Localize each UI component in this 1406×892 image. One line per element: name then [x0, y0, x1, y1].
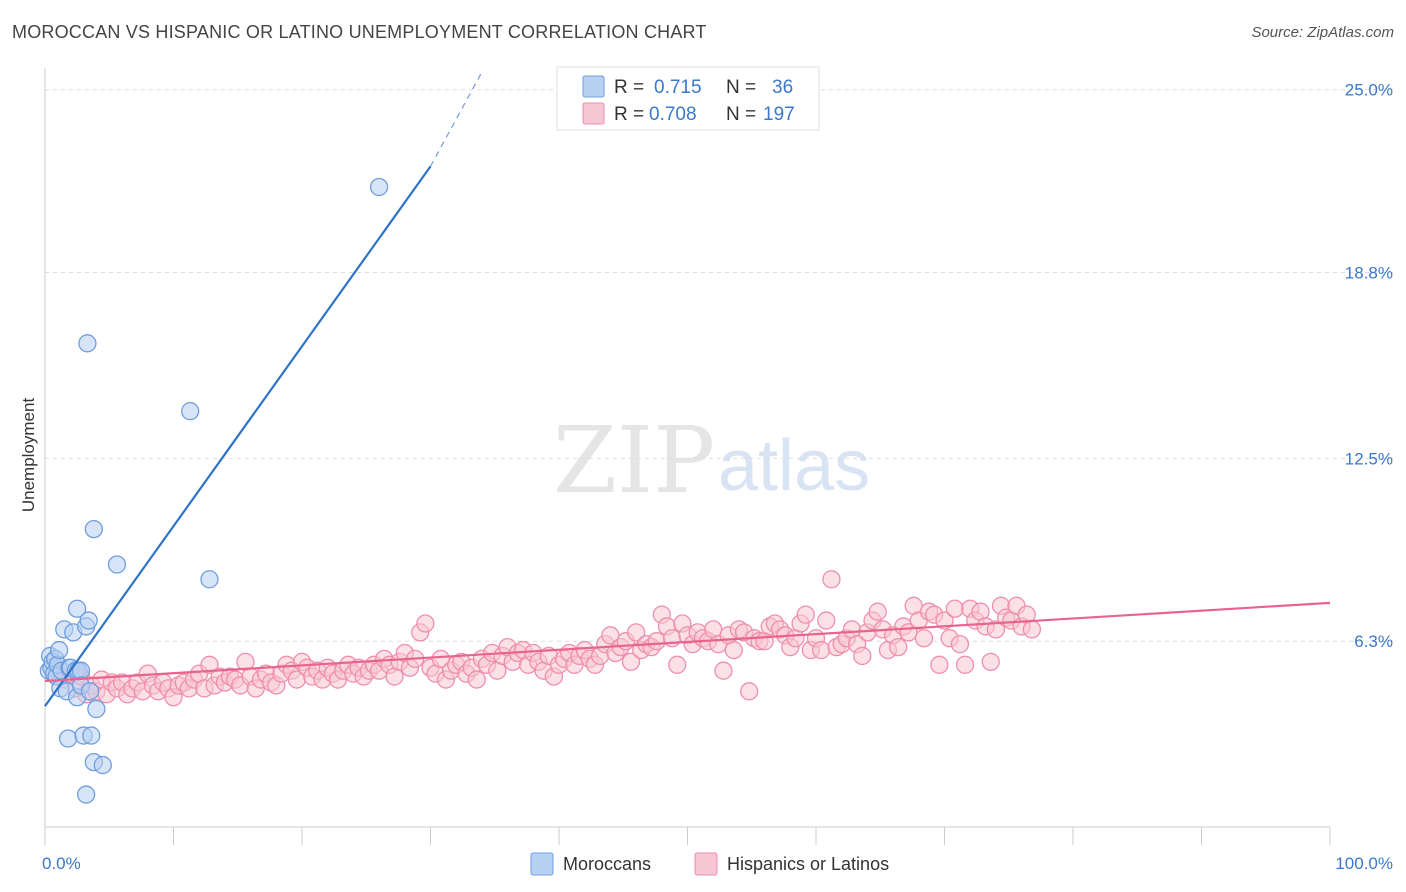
hispanic-point — [853, 646, 872, 666]
moroccan-point — [79, 611, 98, 630]
x-tick-labels: 0.0% 100.0% — [42, 854, 1393, 873]
hispanic-point — [868, 602, 887, 621]
moroccans-swatch — [530, 852, 554, 876]
hispanic-point — [930, 655, 949, 674]
watermark-zip: ZIP — [553, 407, 715, 514]
moroccans-legend-label: Moroccans — [563, 854, 651, 874]
y-tick-label: 6.3% — [1354, 632, 1393, 651]
hispanic-point — [714, 661, 733, 680]
hispanics-legend-label: Hispanics or Latinos — [727, 854, 889, 874]
series-legend: Moroccans Hispanics or Latinos — [530, 852, 889, 876]
moroccan-point — [82, 726, 101, 745]
moroccan-trend-line — [44, 165, 432, 707]
y-tick-label: 12.5% — [1345, 449, 1393, 468]
hispanic-point — [889, 637, 908, 657]
moroccan-point — [58, 729, 78, 748]
hispanic-point — [200, 655, 219, 674]
watermark-atlas: atlas — [718, 426, 870, 506]
legend-n-label-1: N = — [726, 77, 756, 98]
moroccan-points — [39, 177, 389, 804]
hispanic-point — [950, 634, 970, 654]
correlation-legend: R = 0.715 N = 36 R = 0.708 N = 197 — [556, 66, 820, 131]
hispanic-point — [796, 605, 815, 624]
source-attribution: Source: ZipAtlas.com — [1251, 24, 1394, 41]
moroccan-point — [67, 599, 87, 618]
hispanics-swatch — [694, 852, 718, 876]
moroccan-point — [107, 555, 127, 574]
moroccan-point — [78, 334, 97, 353]
y-tick-labels: 6.3% 12.5% 18.8% 25.0% — [1345, 81, 1393, 652]
hispanic-point — [467, 670, 486, 689]
hispanic-point — [817, 611, 836, 630]
legend-pink-swatch — [582, 102, 605, 125]
hispanic-point — [935, 611, 954, 630]
y-axis-label: Unemployment — [19, 398, 38, 513]
moroccan-point — [84, 519, 103, 539]
hispanic-point — [811, 640, 831, 660]
hispanic-point — [740, 682, 759, 701]
watermark: ZIP atlas — [553, 407, 870, 514]
hispanic-point — [1022, 620, 1042, 639]
hispanic-point — [914, 629, 934, 648]
trend-lines — [44, 71, 1331, 707]
x-tick-label: 100.0% — [1335, 854, 1393, 873]
moroccan-point — [200, 570, 219, 589]
axes — [44, 68, 1331, 845]
hispanic-point — [986, 620, 1006, 639]
legend-r-value-2: 0.708 — [649, 104, 697, 125]
hispanic-point — [981, 652, 1000, 671]
hispanic-point — [945, 599, 964, 618]
gridlines — [45, 89, 1393, 642]
legend-r-label-2: R = — [614, 104, 644, 125]
hispanic-point — [724, 640, 743, 660]
hispanic-point — [822, 570, 841, 589]
y-tick-label: 18.8% — [1345, 264, 1393, 283]
moroccan-point — [93, 755, 112, 775]
hispanic-point — [626, 623, 646, 642]
hispanic-point — [647, 632, 666, 651]
hispanic-point — [668, 655, 687, 674]
legend-n-label-2: N = — [726, 104, 756, 125]
legend-blue-swatch — [582, 75, 605, 98]
moroccan-point — [76, 785, 96, 804]
legend-r-label-1: R = — [614, 77, 644, 98]
legend-n-value-2: 197 — [763, 104, 795, 125]
moroccan-point — [369, 177, 389, 197]
x-tick-label: 0.0% — [42, 854, 81, 873]
legend-n-value-1: 36 — [772, 77, 793, 98]
hispanic-trend-line — [44, 601, 1331, 683]
hispanic-points — [48, 570, 1042, 707]
hispanic-point — [621, 652, 641, 671]
legend-r-value-1: 0.715 — [654, 77, 702, 98]
hispanic-point — [955, 655, 975, 674]
moroccan-point — [87, 699, 106, 719]
moroccan-point — [181, 402, 200, 421]
moroccan-point — [49, 640, 69, 660]
chart-title: MOROCCAN VS HISPANIC OR LATINO UNEMPLOYM… — [12, 22, 707, 42]
moroccan-point — [80, 682, 100, 701]
hispanic-point — [416, 614, 435, 633]
y-tick-label: 25.0% — [1345, 81, 1393, 100]
moroccan-trend-extension — [429, 71, 483, 167]
